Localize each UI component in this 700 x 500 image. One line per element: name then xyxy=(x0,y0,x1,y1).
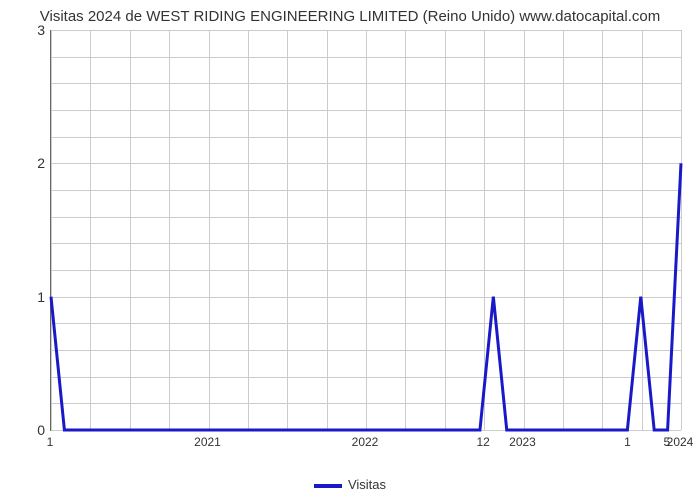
chart-title: Visitas 2024 de WEST RIDING ENGINEERING … xyxy=(0,8,700,25)
legend-swatch xyxy=(314,484,342,488)
line-series xyxy=(51,30,681,430)
legend-label: Visitas xyxy=(348,477,386,492)
plot-area xyxy=(50,30,681,431)
chart-container: Visitas 2024 de WEST RIDING ENGINEERING … xyxy=(0,0,700,500)
legend: Visitas xyxy=(0,477,700,492)
